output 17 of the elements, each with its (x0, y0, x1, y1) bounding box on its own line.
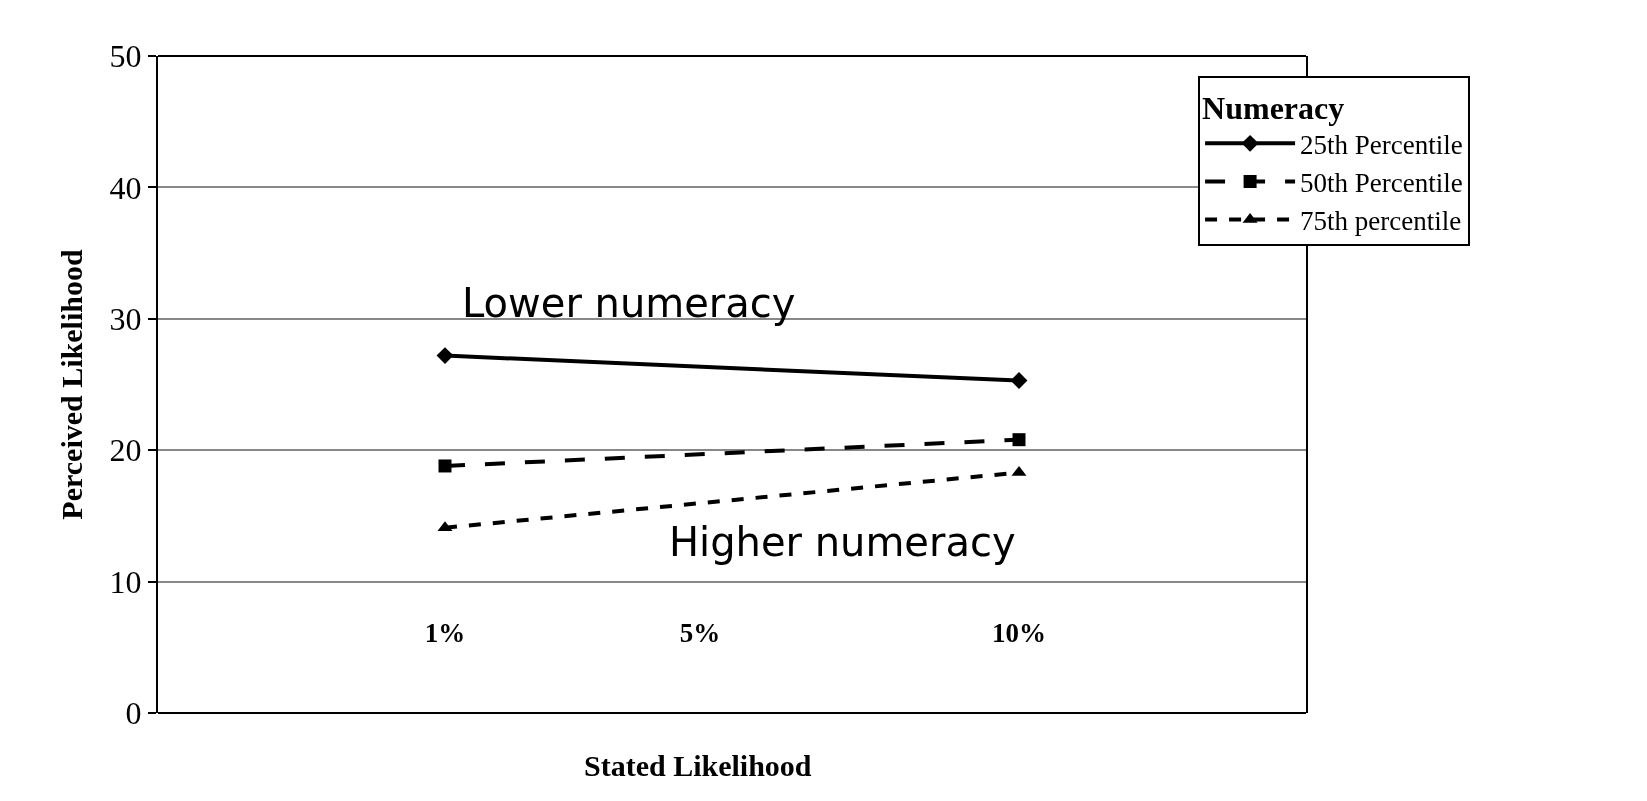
y-tick-label: 50 (109, 38, 142, 75)
x-tick-label: 1% (424, 618, 466, 649)
y-tick-label: 10 (109, 563, 142, 600)
y-tick-label: 0 (125, 695, 142, 732)
x-tick-label: 5% (679, 618, 721, 649)
x-tick-label: 10% (992, 618, 1046, 649)
x-axis-title: Stated Likelihood (584, 749, 812, 782)
legend-label: 25th Percentile (1300, 129, 1463, 160)
y-tick-label: 30 (109, 301, 142, 337)
annotation: Lower numeracy (462, 280, 796, 326)
annotation: Higher numeracy (669, 519, 1016, 565)
y-axis-title: Perceived Likelihood (55, 249, 89, 520)
legend-label: 75th percentile (1300, 206, 1462, 237)
y-tick-label: 40 (109, 169, 142, 206)
y-tick-label: 20 (109, 432, 142, 469)
legend-label: 50th Percentile (1300, 167, 1463, 198)
legend-title: Numeracy (1202, 90, 1345, 127)
